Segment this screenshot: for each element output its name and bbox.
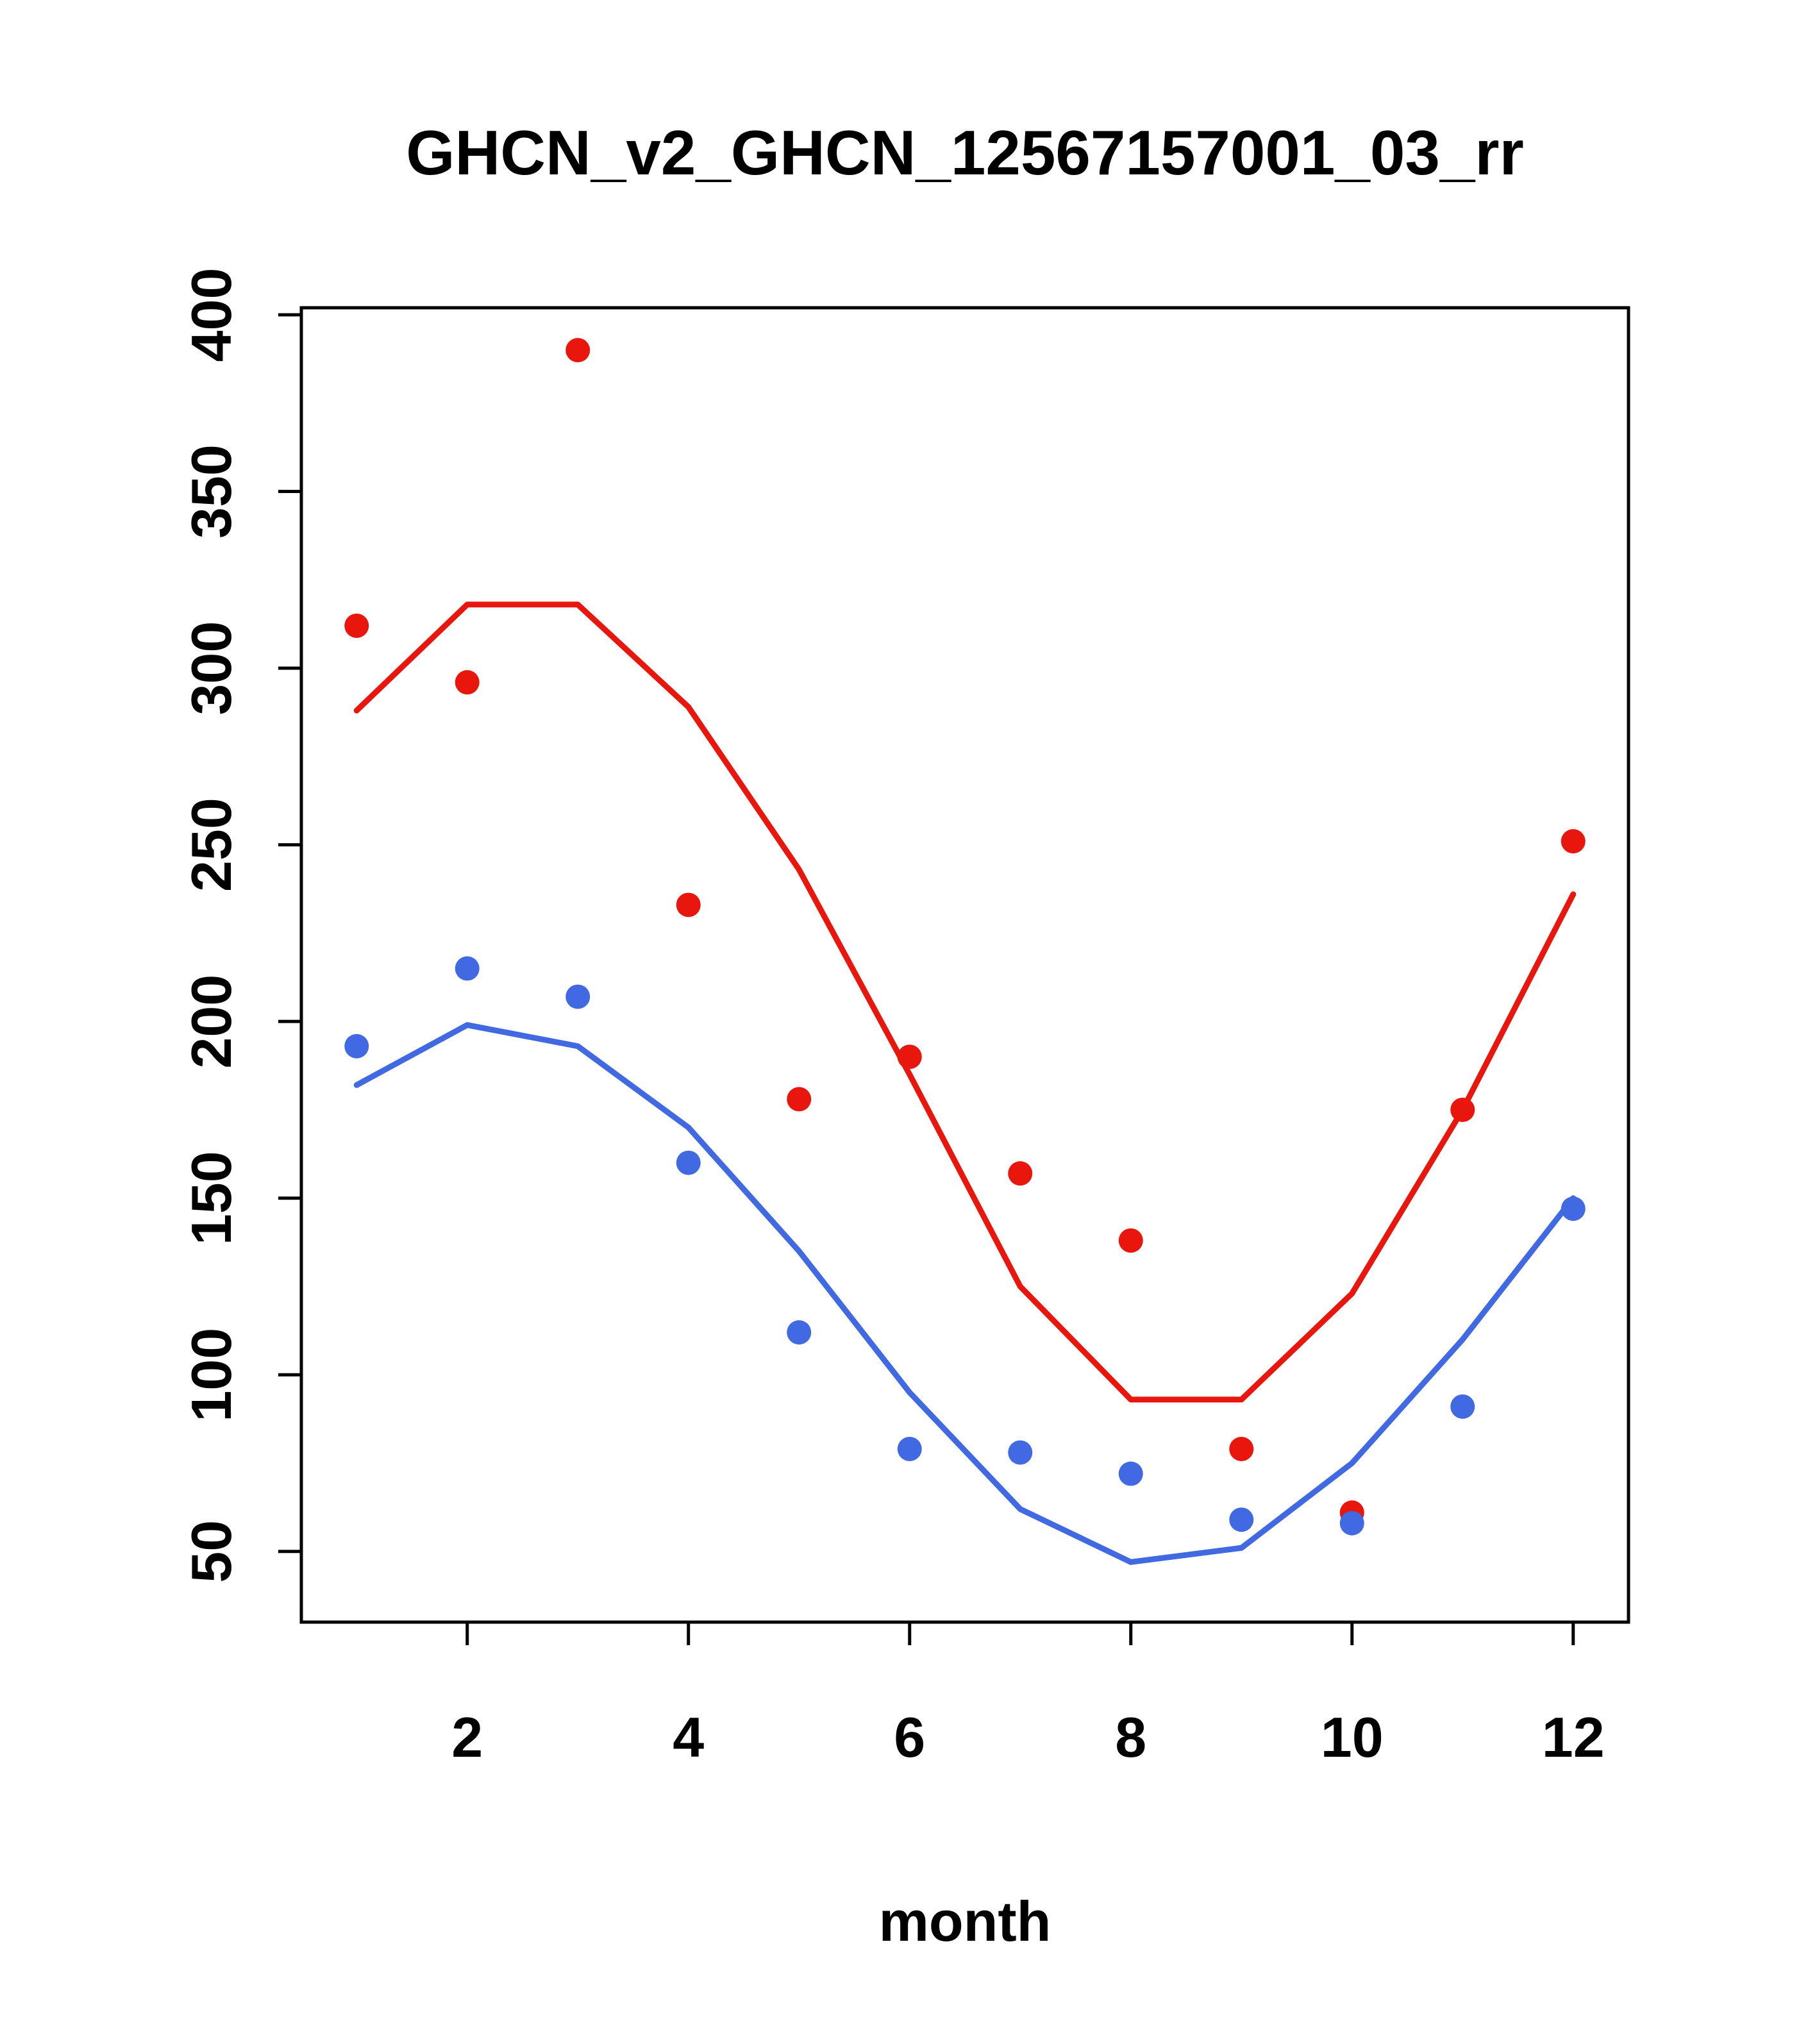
red-points-marker <box>1450 1097 1475 1122</box>
red-points-marker <box>1118 1228 1143 1253</box>
red-points-marker <box>565 338 590 363</box>
chart-title: GHCN_v2_GHCN_12567157001_03_rr <box>406 117 1524 188</box>
blue-points-marker <box>787 1320 812 1345</box>
red-points-marker <box>676 892 701 917</box>
plot-box <box>299 306 1630 1624</box>
x-tick-label: 8 <box>1115 1705 1146 1769</box>
red-points-marker <box>1229 1436 1254 1461</box>
x-tick-label: 2 <box>451 1705 483 1769</box>
blue-points-marker <box>676 1150 701 1175</box>
x-tick-label: 6 <box>894 1705 925 1769</box>
y-tick-label: 400 <box>180 268 243 362</box>
y-tick-label: 300 <box>180 621 243 716</box>
x-tick-label: 12 <box>1542 1705 1605 1769</box>
y-tick-label: 150 <box>180 1151 243 1245</box>
blue-points-marker <box>897 1436 922 1461</box>
red-points-marker <box>1561 829 1586 854</box>
red-points-marker <box>1008 1161 1033 1186</box>
red-points-marker <box>344 613 369 638</box>
blue-points-marker <box>1008 1440 1033 1465</box>
y-tick-label: 200 <box>180 975 243 1069</box>
blue-line <box>353 1022 1577 1565</box>
x-tick-label: 10 <box>1321 1705 1384 1769</box>
blue-points-marker <box>1450 1394 1475 1419</box>
blue-points-marker <box>455 956 480 981</box>
y-tick-label: 50 <box>180 1520 243 1583</box>
red-line <box>353 601 1577 1403</box>
blue-points-marker <box>1118 1461 1143 1486</box>
blue-points-marker <box>1229 1507 1254 1532</box>
blue-points-marker <box>1339 1511 1364 1536</box>
y-tick-label: 350 <box>180 444 243 539</box>
x-tick-label: 4 <box>673 1705 704 1769</box>
blue-points-marker <box>565 984 590 1009</box>
y-tick-label: 250 <box>180 798 243 892</box>
red-points-marker <box>897 1044 922 1069</box>
red-points-marker <box>455 670 480 695</box>
y-tick-label: 100 <box>180 1328 243 1422</box>
blue-points-marker <box>344 1034 369 1059</box>
red-points-marker <box>787 1087 812 1112</box>
blue-points-marker <box>1561 1196 1586 1221</box>
x-axis-label: month <box>878 1889 1051 1953</box>
